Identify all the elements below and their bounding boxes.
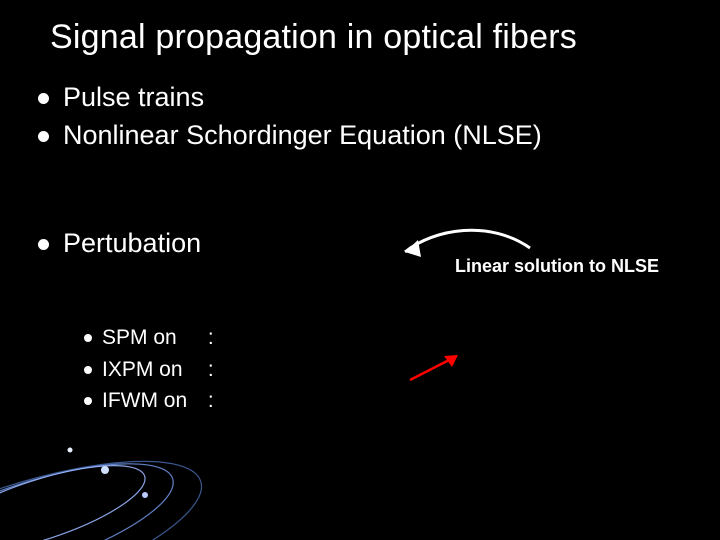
red-arrow-icon bbox=[0, 0, 720, 540]
slide-root: Signal propagation in optical fibers Pul… bbox=[0, 0, 720, 540]
